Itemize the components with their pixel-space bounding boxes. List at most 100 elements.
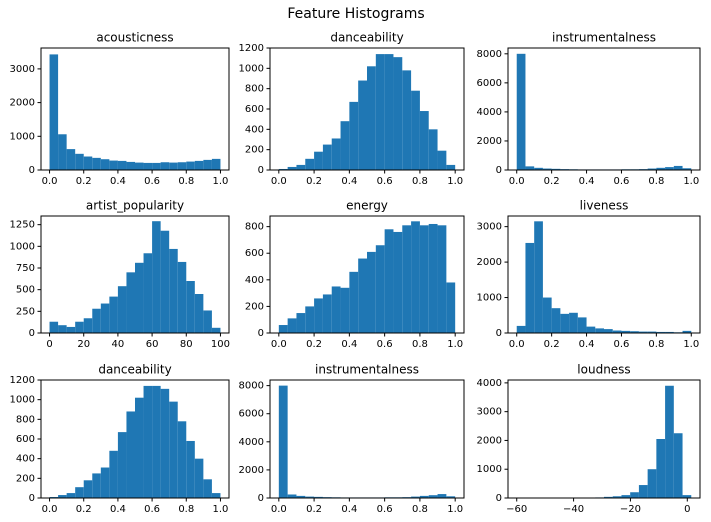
bar (194, 160, 204, 170)
bar (314, 298, 323, 333)
bar (169, 248, 178, 333)
bar (305, 496, 315, 498)
x-tick-label: 0.6 (614, 339, 630, 350)
y-tick-label: 2000 (477, 257, 502, 268)
bar (612, 330, 622, 333)
bar (340, 287, 350, 333)
y-tick-label: 4000 (239, 437, 264, 448)
y-tick-label: 3000 (477, 407, 502, 418)
x-tick-label: 1.0 (447, 339, 463, 350)
bar (331, 138, 341, 170)
x-tick-label: 1.0 (447, 504, 463, 515)
x-tick-label: 0.2 (306, 504, 322, 515)
bar (569, 312, 578, 333)
x-tick-label: 0.4 (341, 176, 357, 187)
bar (428, 223, 438, 333)
figure-title: Feature Histograms (287, 6, 424, 22)
bar (143, 162, 153, 170)
x-tick-label: 60 (146, 339, 159, 350)
bar (437, 494, 447, 498)
bar (411, 221, 420, 333)
y-tick-label: 1000 (477, 293, 502, 304)
bar (305, 158, 315, 170)
x-tick-label: 1.0 (683, 176, 699, 187)
bar (577, 317, 587, 333)
x-tick-label: 0.2 (306, 339, 322, 350)
y-tick-label: 0 (29, 328, 35, 339)
bar (126, 161, 135, 170)
bar (647, 331, 657, 333)
bar (542, 168, 552, 170)
bar (186, 281, 195, 333)
bar (682, 330, 692, 333)
bar (203, 310, 212, 333)
bar (143, 385, 153, 498)
bar (287, 166, 297, 170)
bar (109, 450, 118, 498)
x-tick-label: 0.6 (144, 504, 160, 515)
bar (446, 282, 456, 333)
y-tick-label: 1000 (10, 241, 35, 252)
x-tick-label: 0.6 (144, 176, 160, 187)
bar (58, 495, 67, 498)
bar (152, 221, 161, 333)
y-tick-label: 500 (16, 285, 35, 296)
y-tick-label: 1250 (10, 220, 35, 231)
bar (349, 271, 359, 333)
bar (367, 66, 376, 170)
bar (92, 308, 101, 333)
bar (384, 54, 394, 170)
bar (604, 329, 613, 333)
bar (194, 458, 204, 498)
axes-frame (40, 47, 230, 171)
bar (525, 242, 535, 333)
y-tick-label: 1000 (10, 131, 35, 142)
x-tick-label: 0.2 (544, 176, 560, 187)
subplot-title: instrumentalness (552, 31, 656, 45)
x-tick-label: 0.4 (341, 504, 357, 515)
bar (516, 325, 526, 333)
bar (83, 156, 93, 170)
bar (296, 495, 306, 498)
bar (604, 496, 613, 498)
bar (135, 162, 144, 170)
bar (682, 168, 692, 170)
x-tick-label: 1.0 (213, 504, 229, 515)
y-tick-label: 0 (258, 165, 264, 176)
bar (169, 401, 178, 498)
x-tick-label: 1.0 (683, 339, 699, 350)
bar (278, 325, 288, 333)
bar (551, 308, 561, 333)
bar (58, 134, 67, 170)
subplot-title: energy (346, 199, 388, 213)
bar (314, 496, 323, 498)
bar (100, 467, 110, 498)
bar (621, 330, 631, 333)
bar (349, 101, 359, 170)
bar (100, 303, 110, 333)
bar (296, 313, 306, 333)
bar (322, 294, 332, 333)
bar (75, 153, 84, 170)
y-tick-label: 0 (496, 493, 502, 504)
y-tick-label: 4000 (477, 107, 502, 118)
subplot-title: instrumentalness (315, 363, 419, 377)
y-tick-label: 200 (16, 473, 35, 484)
bar (186, 440, 195, 498)
bar (638, 485, 648, 498)
bar (375, 245, 385, 333)
bar (358, 258, 367, 333)
bar (66, 149, 76, 170)
bar (177, 162, 187, 170)
bar (647, 168, 657, 170)
x-tick-label: 0.0 (271, 176, 287, 187)
x-tick-label: −60 (506, 504, 527, 515)
bar (278, 168, 288, 170)
y-tick-label: 750 (16, 263, 35, 274)
bar (211, 327, 221, 333)
y-tick-label: 400 (245, 124, 264, 135)
x-tick-label: 0.0 (271, 339, 287, 350)
x-tick-label: 0.2 (76, 504, 92, 515)
x-tick-label: 100 (211, 339, 230, 350)
